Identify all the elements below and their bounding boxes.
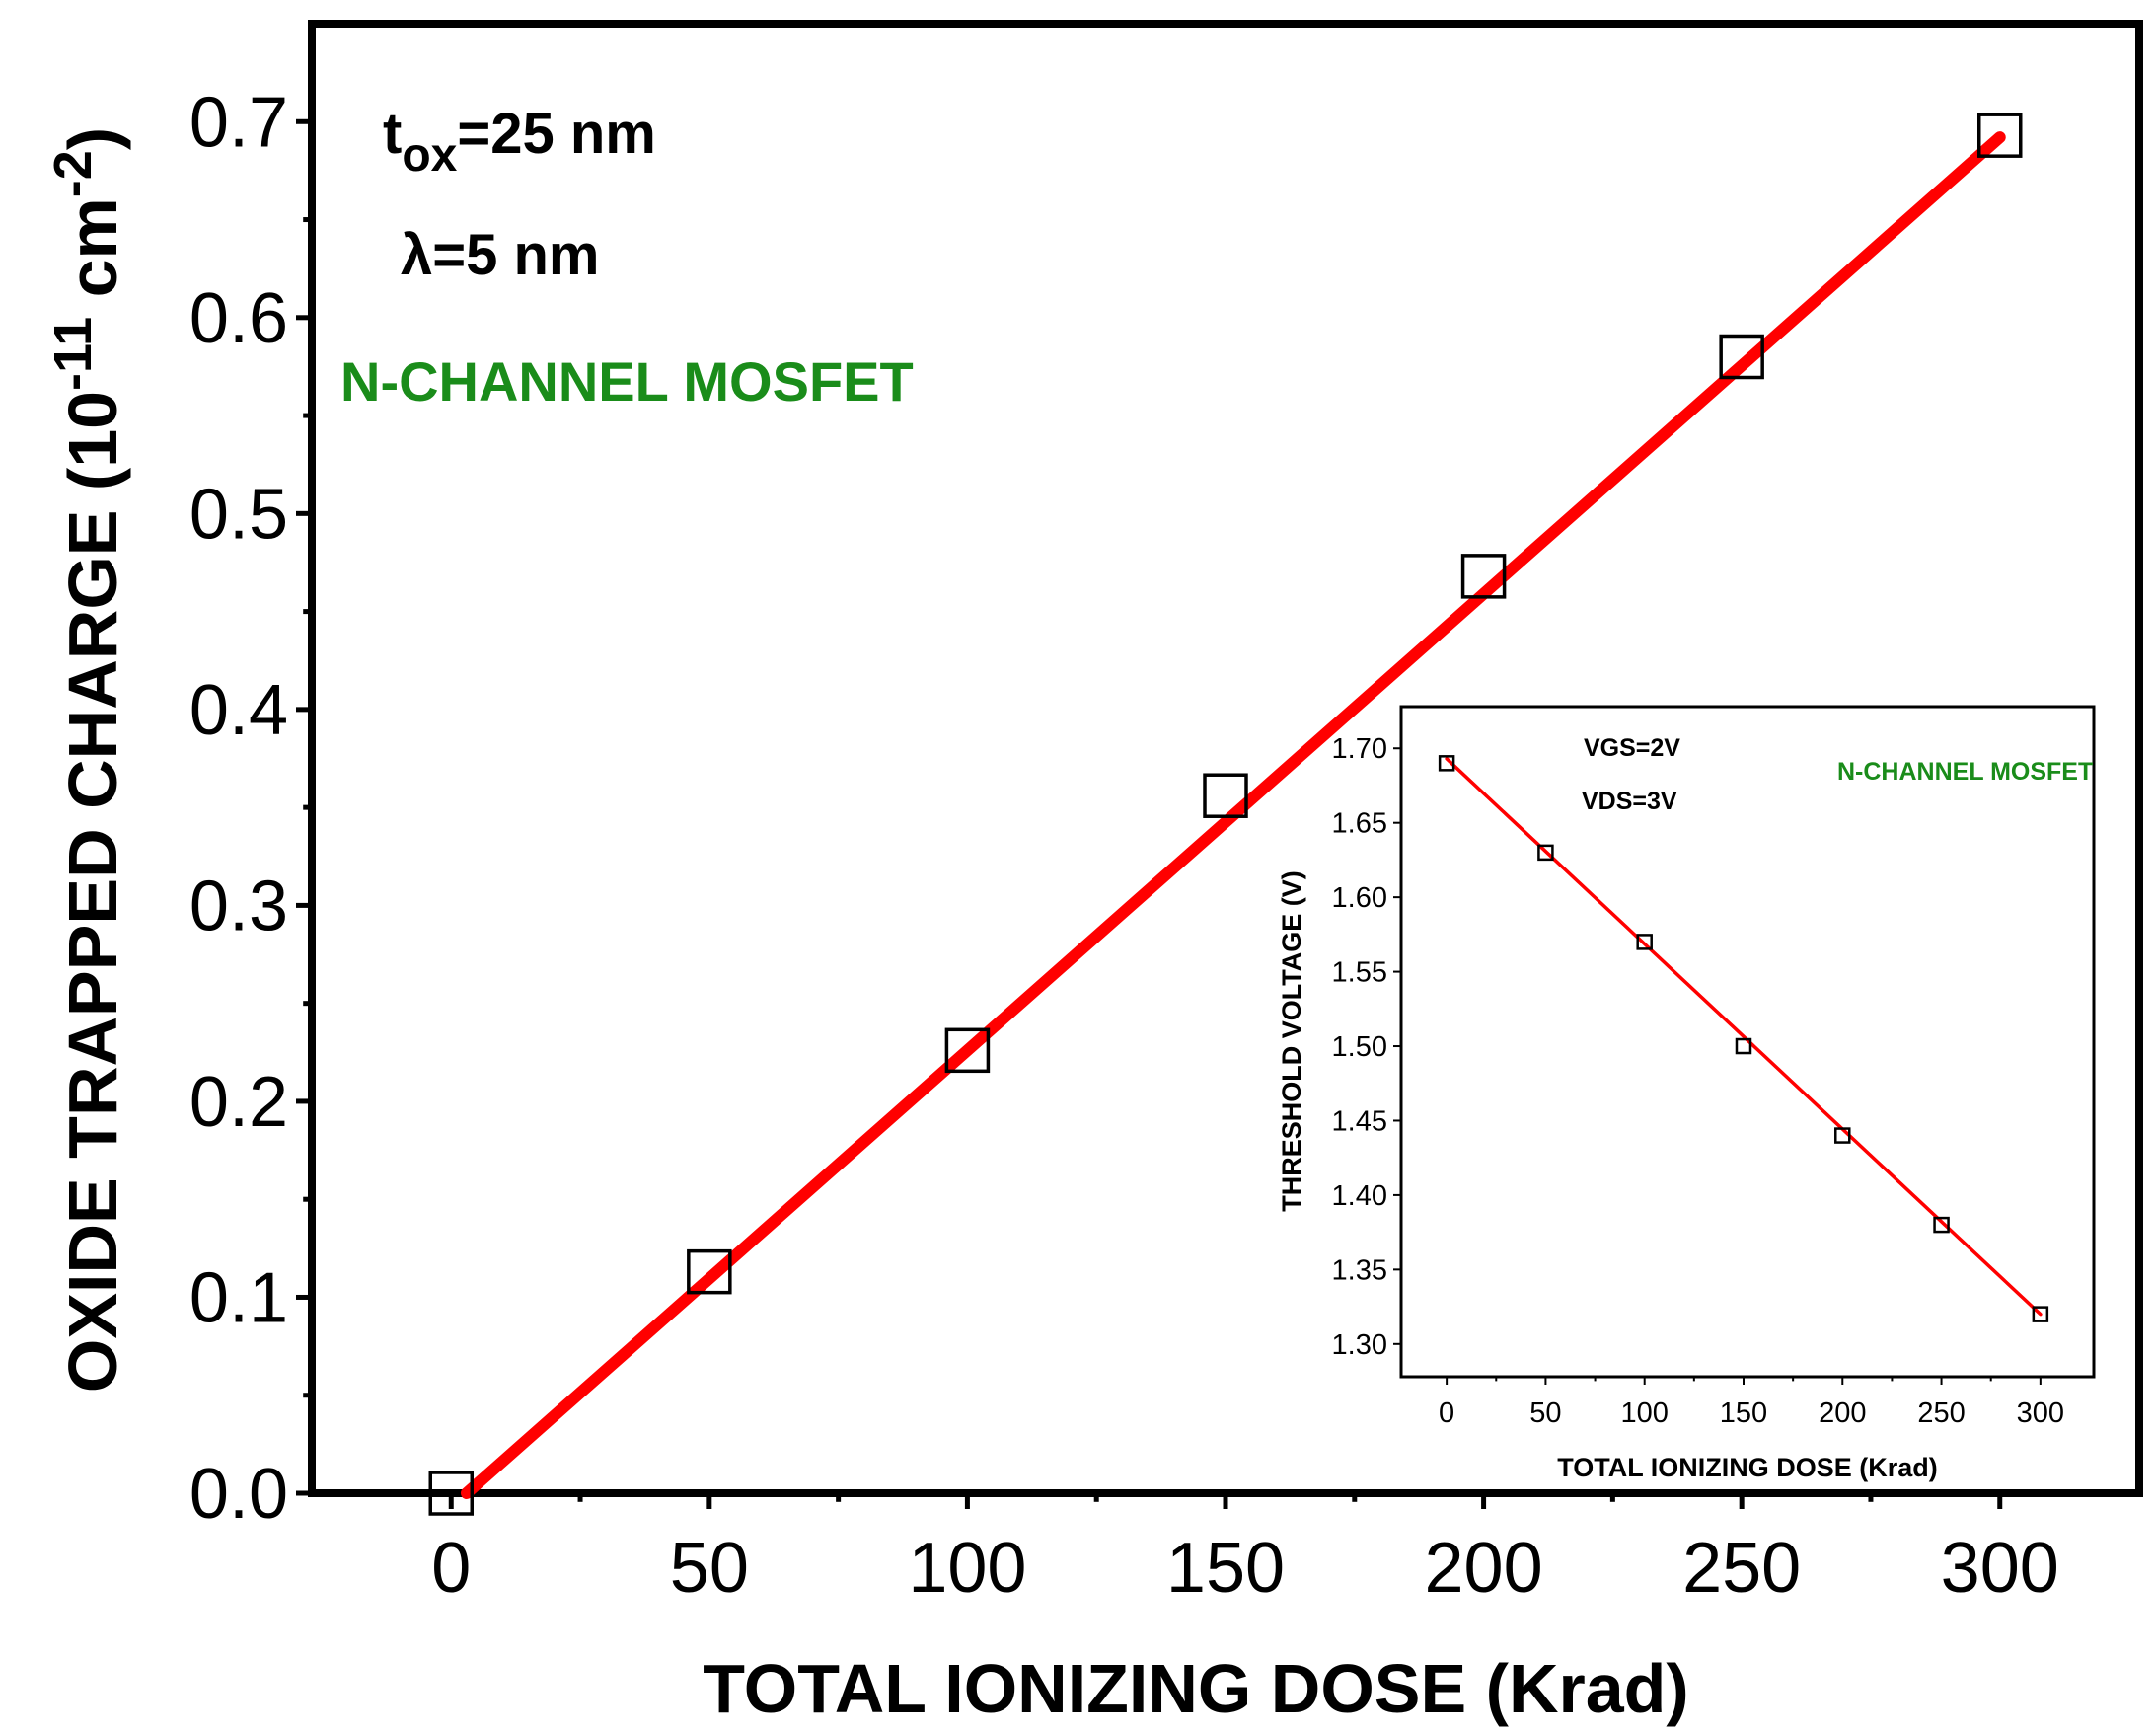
inset-y-tick-label: 1.40	[1332, 1180, 1387, 1212]
y-title-unit: cm	[54, 197, 131, 317]
inset-fit-line	[1445, 757, 2043, 1317]
main-x-tick-label: 300	[1941, 1529, 2059, 1608]
inset-x-tick-label: 250	[1917, 1397, 1965, 1429]
main-y-tick-label: 0.7	[189, 83, 288, 162]
tox-value: =25 nm	[457, 102, 656, 166]
main-x-tick-label: 200	[1425, 1529, 1543, 1608]
inset-x-tick-label: 100	[1621, 1397, 1669, 1429]
main-x-axis-title: TOTAL IONIZING DOSE (Krad)	[703, 1650, 1688, 1727]
inset-y-tick-label: 1.45	[1332, 1105, 1387, 1137]
inset-data-point	[1735, 1037, 1752, 1055]
main-plot: 0 50 100 150 200 250 300 0.0 0.1 0.2 0.3 0.4 0.5 0.6 0…	[43, 20, 2143, 1727]
inset-y-tick-label: 1.30	[1332, 1329, 1387, 1361]
main-data-point	[1203, 773, 1248, 818]
main-x-tick-label: 150	[1166, 1529, 1285, 1608]
vgs-annotation: VGS=2V	[1584, 734, 1680, 762]
main-y-tick-label: 0.2	[189, 1063, 288, 1142]
inset-x-tick-label: 200	[1819, 1397, 1866, 1429]
main-x-tick-label: 100	[908, 1529, 1026, 1608]
inset-y-tick-label: 1.50	[1332, 1031, 1387, 1063]
main-y-axis-title: OXIDE TRAPPED CHARGE (10-11 cm-2)	[43, 127, 131, 1393]
main-y-tick-label: 0.3	[189, 867, 288, 945]
main-x-tick-label: 0	[431, 1529, 471, 1608]
main-data-point	[687, 1248, 732, 1295]
main-data-point	[1719, 334, 1764, 380]
inset-x-axis-title: TOTAL IONIZING DOSE (Krad)	[1557, 1453, 1938, 1482]
main-x-tick-label: 250	[1682, 1529, 1801, 1608]
device-annotation: N-CHANNEL MOSFET	[340, 350, 914, 413]
y-title-text: OXIDE TRAPPED CHARGE (10	[54, 391, 131, 1393]
main-data-point	[1976, 113, 2023, 158]
inset-x-tick-label: 150	[1720, 1397, 1767, 1429]
vds-annotation: VDS=3V	[1582, 788, 1677, 815]
inset-data-point	[1933, 1216, 1950, 1234]
main-data-point	[428, 1471, 475, 1516]
y-title-exponent: -11	[43, 317, 103, 391]
y-title-suffix: )	[54, 127, 131, 150]
inset-y-tick-label: 1.55	[1332, 957, 1387, 989]
main-data-point	[1460, 554, 1507, 599]
main-x-tick-label: 50	[670, 1529, 749, 1608]
inset-data-point	[2032, 1306, 2049, 1322]
inset-data-point	[1537, 844, 1554, 862]
inset-y-axis-title: THRESHOLD VOLTAGE (V)	[1277, 870, 1306, 1212]
inset-data-point	[1438, 755, 1455, 772]
inset-plot: 0 50 100 150 200 250 300 1.30 1.35 1.40 1.45 1.50 1.…	[1277, 705, 2096, 1482]
inset-y-tick-label: 1.65	[1332, 808, 1387, 840]
main-y-tick-label: 0.1	[189, 1258, 288, 1337]
tox-annotation: tox=25 nm	[383, 102, 656, 182]
tox-subscript: ox	[402, 129, 457, 182]
main-y-tick-label: 0.5	[189, 475, 288, 554]
main-y-tick-label: 0.4	[189, 671, 288, 750]
main-y-tick-label: 0.6	[189, 279, 288, 358]
y-title-unit-exponent: -2	[43, 150, 103, 197]
inset-data-point	[1636, 934, 1653, 950]
lambda-annotation: λ=5 nm	[401, 223, 600, 287]
main-y-tick-label: 0.0	[189, 1455, 288, 1534]
inset-y-tick-label: 1.60	[1332, 882, 1387, 914]
inset-x-tick-label: 0	[1439, 1397, 1454, 1429]
inset-x-tick-label: 300	[2017, 1397, 2064, 1429]
inset-y-tick-label: 1.70	[1332, 733, 1387, 765]
inset-data-point	[1834, 1127, 1851, 1144]
inset-device-annotation: N-CHANNEL MOSFET	[1837, 758, 2093, 786]
inset-y-tick-label: 1.35	[1332, 1254, 1387, 1286]
main-data-point	[944, 1027, 991, 1074]
tox-base: t	[383, 102, 402, 166]
inset-x-tick-label: 50	[1529, 1397, 1561, 1429]
